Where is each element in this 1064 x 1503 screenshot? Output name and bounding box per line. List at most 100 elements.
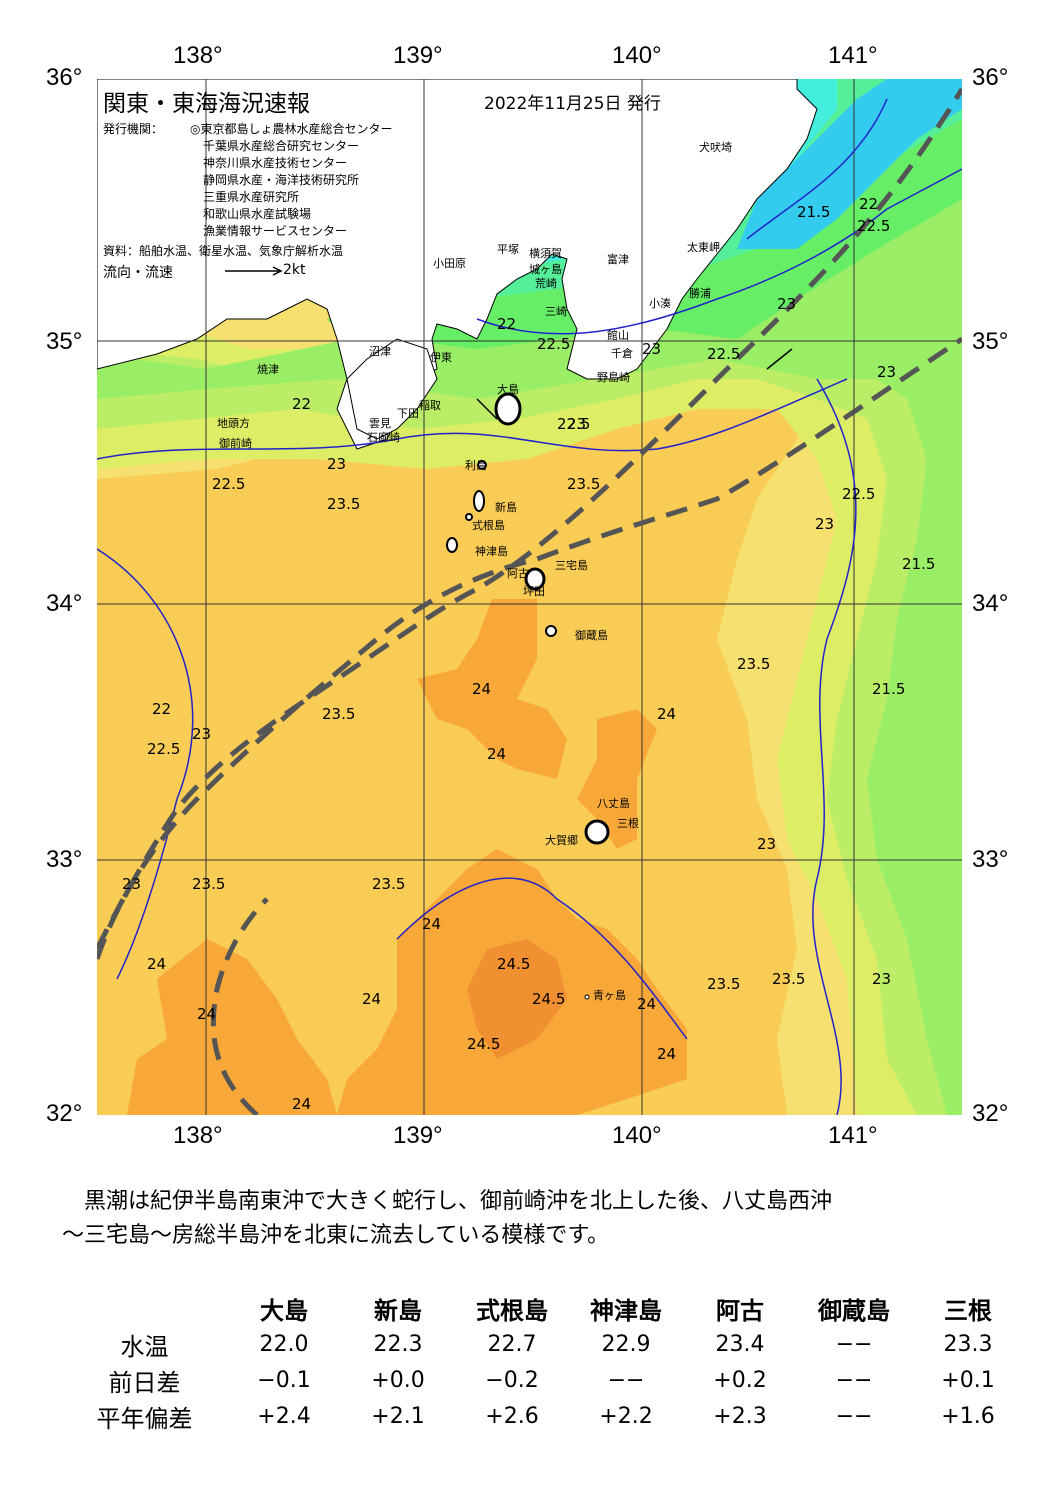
issuer-item: 静岡県水産・海洋技術研究所: [203, 173, 360, 187]
contour-label: 23.5: [737, 655, 770, 673]
issuer-item: ◎東京都島しょ農林水産総合センター: [190, 122, 393, 136]
issuer-item: 千葉県水産総合研究センター: [203, 139, 360, 153]
issuer-item: 漁業情報サービスセンター: [203, 224, 348, 238]
kuroshio-axis-west: [210, 897, 269, 1115]
issuer-item: 神奈川県水産技術センター: [203, 156, 348, 170]
table-cell: +2.2: [599, 1403, 653, 1429]
contour-label: 22: [152, 700, 171, 718]
sea-zone-23-5: [97, 339, 817, 1115]
place-name: 勝浦: [689, 286, 711, 300]
contour-label: 22.5: [212, 475, 245, 493]
row-label: 前日差: [108, 1368, 181, 1397]
lat-label-left-34: 34°: [46, 590, 83, 617]
issuer-item: 和歌山県水産試験場: [203, 207, 312, 221]
contour-24-s: [396, 877, 688, 1040]
island-aogashima: [584, 994, 590, 1000]
place-name: 御前崎: [219, 436, 252, 450]
sea-zone-24-south-west: [127, 939, 337, 1115]
lat-label-left-33: 33°: [46, 846, 83, 873]
contour-label: 23.5: [372, 875, 405, 893]
contour-label: 24.5: [532, 990, 565, 1008]
place-name: 焼津: [257, 363, 279, 376]
place-name: 青ヶ島: [593, 988, 626, 1002]
kuroshio-axis-main: [97, 336, 962, 960]
col-mitsune: 三根: [944, 1296, 992, 1325]
table-cell: 22.9: [601, 1331, 651, 1357]
col-kozushima: 神津島: [590, 1296, 662, 1325]
sea-temperature-map: 22 22.5 22 22.5 23 23.5 23 23.5 22.5 23 …: [97, 79, 962, 1115]
table-cell: +1.6: [941, 1403, 995, 1429]
contour-label: 23.5: [327, 495, 360, 513]
table-cell: +0.0: [371, 1367, 425, 1393]
note-line-1: 黒潮は紀伊半島南東沖で大きく蛇行し、御前崎沖を北上した後、八丈島西沖: [84, 1189, 833, 1214]
place-name: 荒崎: [535, 276, 557, 290]
current-arrows: [476, 348, 793, 420]
contour-label: 23: [327, 455, 346, 473]
contour-label: 23.5: [567, 475, 600, 493]
sea-zone-24-hachijo: [577, 709, 657, 849]
contour-23-east: [812, 378, 857, 1115]
place-name: 千倉: [611, 346, 633, 360]
contour-label: 24: [422, 915, 441, 933]
place-name: 石廊崎: [367, 430, 400, 444]
grid: [97, 79, 962, 1115]
place-name: 三崎: [545, 304, 567, 318]
table-cell: −−: [607, 1367, 645, 1393]
contour-label: 23: [192, 725, 211, 743]
contour-label: 22: [859, 195, 878, 213]
contour-label: 24: [472, 680, 491, 698]
contour-label: 21.5: [872, 680, 905, 698]
sea-zone-24-5: [467, 939, 567, 1059]
contour-label: 24: [197, 1005, 216, 1023]
contour-label: 23.5: [322, 705, 355, 723]
island-hachijojima: [584, 819, 610, 845]
contour-label: 23: [757, 835, 776, 853]
report-title: 関東・東海海況速報: [103, 91, 310, 117]
table-cell: +2.6: [485, 1403, 539, 1429]
contour-label: 24.5: [467, 1035, 500, 1053]
contour-labels: 22 22.5 22 22.5 23 23.5 23 23.5 22.5 23 …: [122, 195, 935, 1113]
contour-label: 24: [657, 1045, 676, 1063]
contour-label: 23: [777, 295, 796, 313]
table-cell: 23.3: [943, 1331, 993, 1357]
lon-label-bottom-138: 138°: [173, 1122, 223, 1149]
col-shikinejima: 式根島: [476, 1296, 548, 1325]
place-name: 伊東: [430, 351, 452, 364]
lon-label-top-140: 140°: [612, 42, 662, 69]
contour-label: 21.5: [902, 555, 935, 573]
place-name: 小湊: [649, 296, 671, 310]
contour-23: [97, 548, 194, 980]
place-name: 下田: [397, 407, 419, 420]
table-cell: −−: [835, 1403, 873, 1429]
place-name: 横須賀: [529, 246, 562, 260]
lat-label-right-33: 33°: [972, 846, 1009, 873]
place-name: 神津島: [475, 544, 508, 558]
table-header-row: 大島 新島 式根島 神津島 阿古 御蔵島 三根: [62, 1290, 1025, 1326]
contour-label: 22.5: [147, 740, 180, 758]
table-cell: −0.1: [257, 1367, 311, 1393]
place-name: 大島: [497, 382, 519, 396]
contour-label: 21.5: [797, 203, 830, 221]
table-cell: −−: [835, 1367, 873, 1393]
lat-label-left-35: 35°: [46, 328, 83, 355]
lon-label-bottom-140: 140°: [612, 1122, 662, 1149]
place-name: 地頭方: [217, 416, 250, 430]
contour-label: 23.5: [707, 975, 740, 993]
lat-label-left-36: 36°: [46, 64, 83, 91]
island-miyakejima: [524, 567, 546, 591]
place-names: 犬吠埼 太東岬 平塚 横須賀 城ヶ島 荒崎 富津 小田原 小湊 勝浦 館山 千倉…: [217, 140, 732, 1002]
lon-label-top-139: 139°: [393, 42, 443, 69]
contour-label: 23: [122, 875, 141, 893]
lon-label-top-141: 141°: [828, 42, 878, 69]
temperature-contours: [97, 98, 962, 1115]
place-name: 大賀郷: [545, 833, 578, 847]
place-name: 館山: [607, 328, 629, 342]
island-niijima: [473, 490, 485, 512]
table-corner: [62, 1290, 227, 1326]
observation-table: 大島 新島 式根島 神津島 阿古 御蔵島 三根 水温 22.0 22.3 22.…: [62, 1290, 1025, 1434]
issuer-label: 発行機関：: [103, 122, 164, 136]
table-row: 前日差 −0.1 +0.0 −0.2 −− +0.2 −− +0.1: [62, 1362, 1025, 1398]
place-name: 小田原: [433, 257, 466, 270]
lat-label-right-34: 34°: [972, 590, 1009, 617]
contour-21-5: [746, 98, 888, 240]
